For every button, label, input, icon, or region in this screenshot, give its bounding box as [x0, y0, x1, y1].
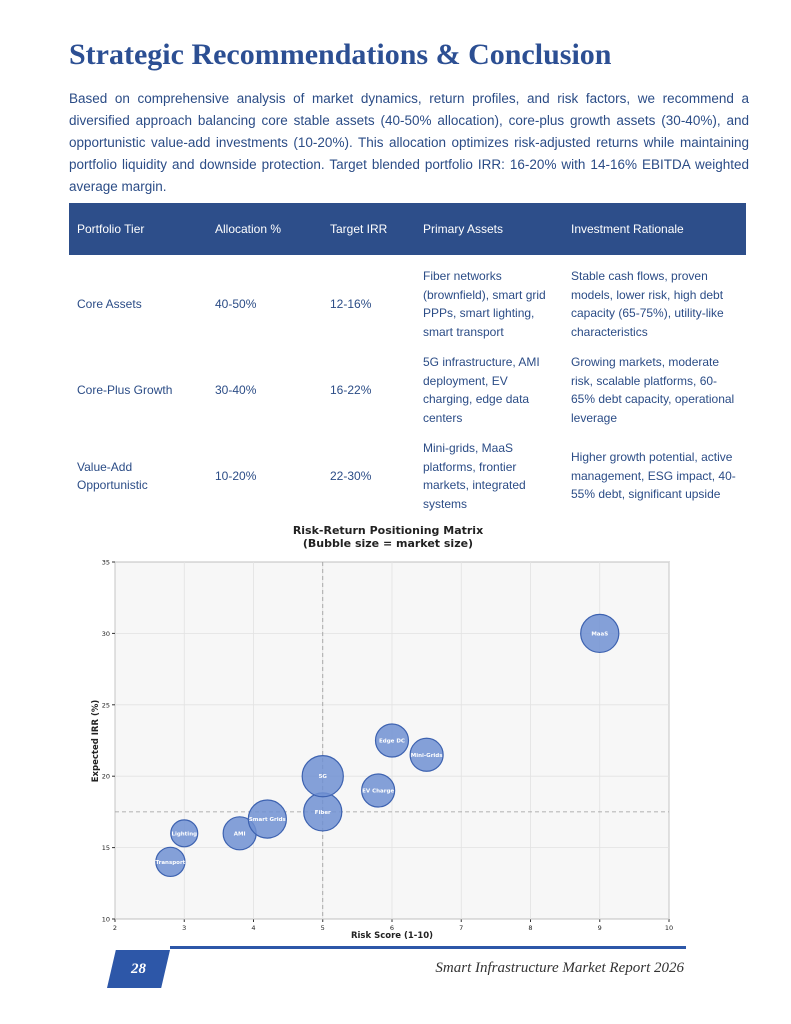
bubble-label: EV Charge	[362, 788, 394, 794]
y-tick-label: 30	[102, 630, 110, 638]
bubble	[409, 737, 444, 772]
table-row: Core-Plus Growth 30-40% 16-22% 5G infrastru…	[69, 347, 746, 433]
bubble	[170, 819, 199, 848]
x-tick-label: 9	[598, 924, 602, 932]
y-axis-label: Expected IRR (%)	[91, 700, 101, 783]
bubble-label: Transport	[155, 860, 185, 866]
page-number: 28	[107, 950, 170, 988]
table-row: Core Assets 40-50% 12-16% Fiber networks (b…	[69, 255, 746, 347]
y-tick-label: 15	[102, 844, 110, 852]
table-cell: 12-16%	[330, 296, 372, 311]
bubble	[580, 613, 620, 654]
y-tick-label: 25	[102, 701, 110, 709]
table-cell: Core-Plus Growth	[77, 382, 173, 397]
bubble-label: 5G	[319, 774, 328, 780]
bubble	[361, 773, 396, 808]
column-header: Target IRR	[322, 203, 415, 255]
page-title: Strategic Recommendations & Conclusion	[69, 38, 612, 71]
table-header: Portfolio Tier Allocation % Target IRR Prim…	[69, 203, 746, 255]
intro-paragraph: Based on comprehensive analysis of marke…	[69, 91, 749, 194]
table-cell: Fiber networks (brownfield), smart grid …	[423, 269, 546, 339]
footer-line	[170, 946, 686, 949]
table-cell: Value-Add Opportunistic	[77, 459, 148, 493]
bubble-label: Fiber	[315, 810, 331, 816]
table-cell: Core Assets	[77, 296, 142, 311]
y-tick-label: 10	[102, 916, 110, 924]
table-cell: 40-50%	[215, 296, 257, 311]
report-title: Smart Infrastructure Market Report 2026	[435, 960, 684, 976]
table-cell: Stable cash flows, proven models, lower …	[571, 269, 724, 339]
table-body: Core Assets 40-50% 12-16% Fiber networks (b…	[69, 255, 746, 519]
table-cell: 16-22%	[330, 382, 372, 397]
bubble-label: Edge DC	[379, 739, 405, 745]
table-cell: Growing markets, moderate risk, scalable…	[571, 355, 735, 425]
chart-title: Risk-Return Positioning Matrix	[293, 525, 483, 537]
x-axis-label: Risk Score (1-10)	[351, 931, 433, 941]
x-tick-label: 5	[321, 924, 325, 932]
x-tick-label: 3	[182, 924, 186, 932]
x-tick-label: 4	[251, 924, 255, 932]
table-row: Value-Add Opportunistic 10-20% 22-30% Mini-…	[69, 433, 746, 519]
bubble-label: Smart Grids	[249, 817, 287, 823]
table-cell: 10-20%	[215, 468, 257, 483]
bubble	[155, 846, 186, 878]
bubble	[301, 755, 344, 798]
y-tick-label: 20	[102, 773, 110, 781]
bubble	[247, 799, 288, 839]
bubble	[374, 723, 410, 758]
x-tick-label: 7	[459, 924, 463, 932]
table-cell: Mini-grids, MaaS platforms, frontier mar…	[423, 441, 526, 511]
x-tick-label: 10	[665, 924, 673, 932]
x-tick-label: 2	[113, 924, 117, 932]
column-header: Investment Rationale	[563, 203, 746, 255]
bubble-chart: Risk-Return Positioning Matrix (Bubble s…	[91, 525, 673, 941]
x-tick-label: 8	[528, 924, 532, 932]
bubble-label: AMI	[234, 831, 246, 837]
table-cell: Higher growth potential, active manageme…	[571, 450, 736, 502]
allocation-table: Portfolio Tier Allocation % Target IRR Prim…	[69, 203, 746, 519]
column-header: Allocation %	[207, 203, 322, 255]
column-header: Portfolio Tier	[69, 203, 207, 255]
bubble-label: Mini-Grids	[411, 753, 443, 759]
bubble-label: Lighting	[171, 831, 197, 837]
chart-subtitle: (Bubble size = market size)	[303, 537, 473, 550]
y-tick-label: 35	[102, 559, 110, 567]
table-cell: 30-40%	[215, 382, 257, 397]
x-tick-label: 6	[390, 924, 394, 932]
column-header: Primary Assets	[415, 203, 563, 255]
table-cell: 5G infrastructure, AMI deployment, EV ch…	[423, 355, 540, 425]
table-cell: 22-30%	[330, 468, 372, 483]
bubble-label: MaaS	[591, 631, 608, 637]
